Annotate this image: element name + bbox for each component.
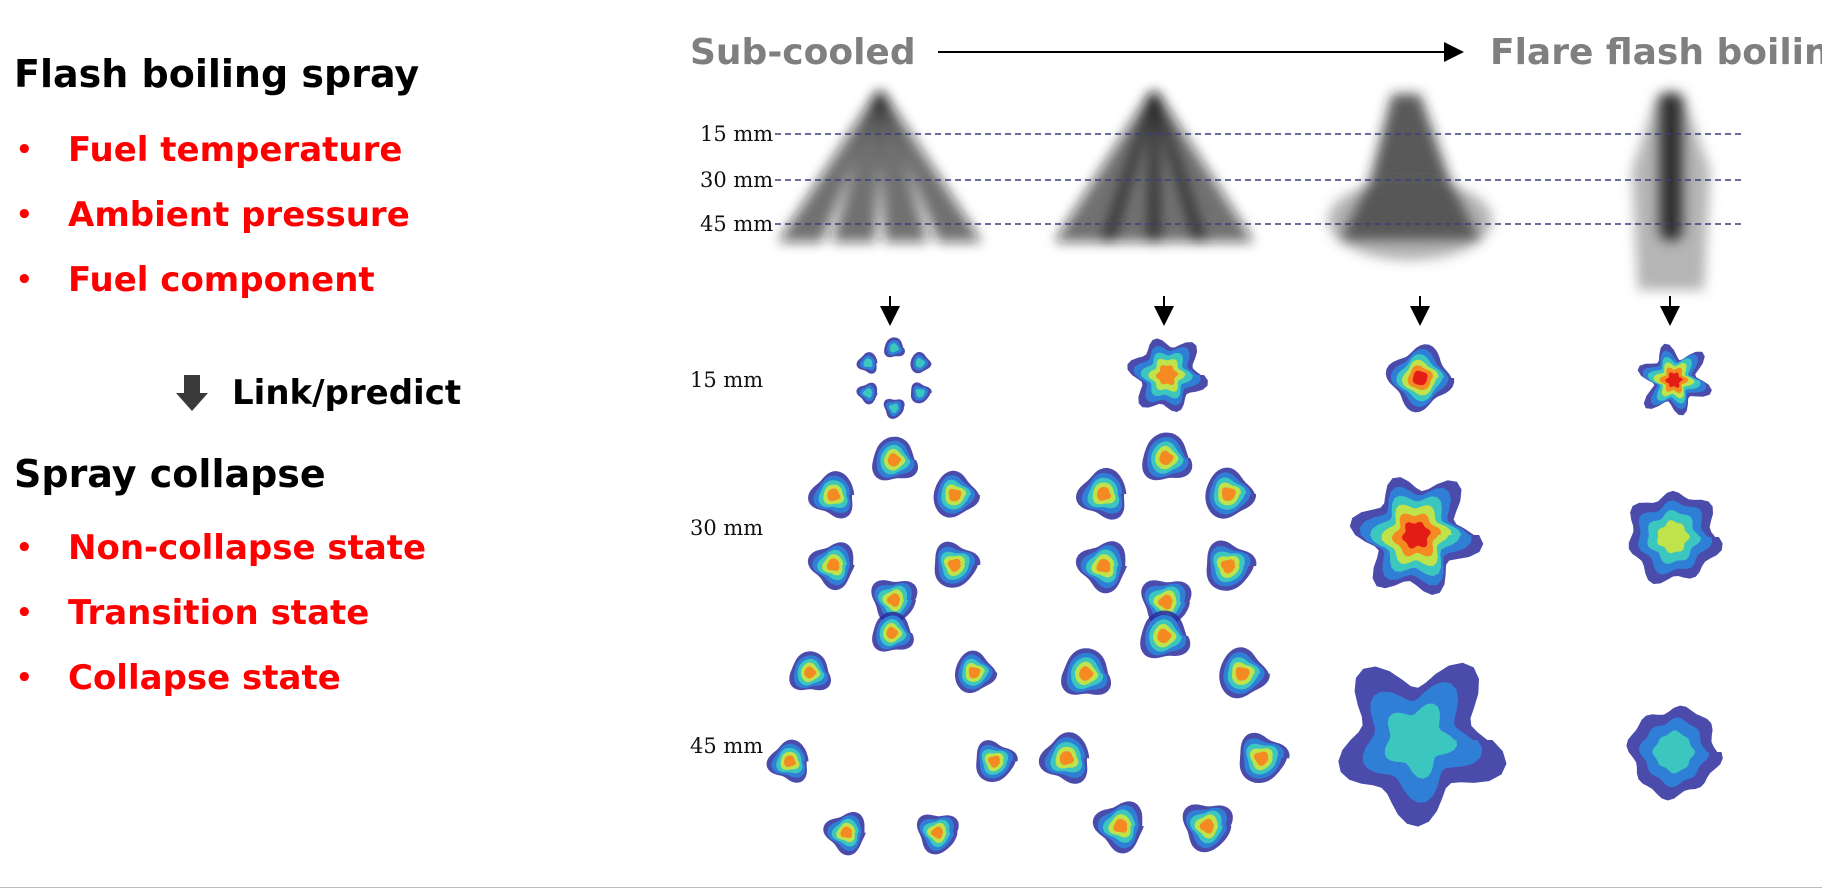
- list-item-label: Transition state: [68, 593, 370, 633]
- figure-title-right: Flare flash boiling: [1490, 32, 1822, 73]
- bottom-divider: [0, 887, 1822, 888]
- list-item-label: Collapse state: [68, 658, 341, 698]
- plume-blob: [1038, 732, 1090, 784]
- plume-blob: [789, 651, 831, 691]
- list-item: • Non-collapse state: [14, 526, 426, 591]
- cross-45mm-col4: [1626, 705, 1723, 801]
- bullet-icon: •: [16, 598, 33, 628]
- list-item: • Fuel component: [14, 258, 410, 323]
- bullet-icon: •: [16, 200, 33, 230]
- plume-blob: [955, 650, 998, 693]
- list-item: • Collapse state: [14, 656, 426, 721]
- spray-figure: Sub-cooled Flare flash boiling 15 mm 30 …: [680, 0, 1822, 890]
- side-label-30mm: 30 mm: [700, 168, 774, 192]
- down-arrows: [880, 296, 1680, 326]
- plume-blob: [872, 436, 919, 481]
- section-heading-flash-boiling: Flash boiling spray: [14, 52, 420, 96]
- list-item: • Fuel temperature: [14, 128, 410, 193]
- bullet-icon: •: [16, 663, 33, 693]
- figure-title-left: Sub-cooled: [690, 32, 916, 73]
- plume-blob: [916, 814, 959, 855]
- cross-30mm-col1: [807, 436, 981, 624]
- left-panel: Flash boiling spray • Fuel temperature •…: [0, 0, 660, 890]
- plume-blob: [976, 740, 1018, 782]
- cross-30mm-col2: [1075, 432, 1257, 629]
- cross-15mm-col2: [1127, 338, 1208, 412]
- plume-blob: [1061, 648, 1112, 695]
- plume-blob: [766, 739, 809, 783]
- plume-blob: [1206, 540, 1257, 591]
- plume-blob: [856, 352, 878, 374]
- plume-blob: [1239, 732, 1290, 783]
- spray-side-transition: [1054, 92, 1254, 242]
- plume-blob: [1142, 432, 1193, 481]
- cross-section-grid: [766, 337, 1723, 856]
- cross-15mm-col1: [856, 337, 932, 419]
- side-view-row: [778, 92, 1710, 290]
- plume-blob: [1219, 647, 1270, 699]
- link-predict-label: Link/predict: [232, 373, 462, 413]
- cross-15mm-col4: [1637, 343, 1712, 416]
- spray-side-flare-flash: [1632, 92, 1710, 290]
- plume-blob: [807, 542, 855, 591]
- plume-blob: [884, 337, 905, 358]
- cross-30mm-col3: [1349, 477, 1484, 595]
- bullet-icon: •: [16, 135, 33, 165]
- list-item-label: Fuel component: [68, 260, 375, 300]
- plume-blob: [856, 382, 878, 405]
- plume-blob: [808, 471, 855, 519]
- plume-blob: [1075, 467, 1127, 520]
- cross-label-15mm: 15 mm: [690, 368, 764, 392]
- flash-boiling-factors-list: • Fuel temperature • Ambient pressure • …: [14, 128, 410, 323]
- plume-blob: [872, 611, 914, 652]
- plume-blob: [1140, 610, 1191, 659]
- list-item: • Ambient pressure: [14, 193, 410, 258]
- plume-blob: [1182, 804, 1233, 853]
- plume-blob: [1075, 541, 1127, 594]
- plume-blob: [1205, 467, 1257, 519]
- bullet-icon: •: [16, 533, 33, 563]
- list-item-label: Non-collapse state: [68, 528, 427, 568]
- side-label-45mm: 45 mm: [700, 212, 774, 236]
- side-label-15mm: 15 mm: [700, 122, 774, 146]
- collapse-states-list: • Non-collapse state • Transition state …: [14, 526, 426, 721]
- plume-blob: [871, 580, 918, 624]
- plume-blob: [823, 812, 866, 856]
- link-predict-row: Link/predict: [174, 368, 461, 418]
- list-item: • Transition state: [14, 591, 426, 656]
- spray-images: [766, 42, 1745, 856]
- distance-guides: [775, 133, 1745, 225]
- cross-45mm-col1: [766, 611, 1018, 856]
- spray-side-subcooled: [778, 92, 982, 242]
- plume-blob: [933, 470, 980, 518]
- spray-side-collapse-onset: [1328, 94, 1492, 260]
- bullet-icon: •: [16, 265, 33, 295]
- cross-45mm-col2: [1038, 610, 1290, 854]
- plume-blob: [910, 382, 932, 404]
- list-item-label: Ambient pressure: [68, 195, 410, 235]
- plume-blob: [910, 352, 932, 374]
- cross-label-30mm: 30 mm: [690, 516, 764, 540]
- plume-blob: [883, 398, 905, 419]
- cross-30mm-col4: [1628, 490, 1723, 584]
- cross-label-45mm: 45 mm: [690, 734, 764, 758]
- list-item-label: Fuel temperature: [68, 130, 403, 170]
- down-arrow-icon: [176, 375, 208, 411]
- plume-blob: [1092, 801, 1144, 854]
- cross-45mm-col3: [1338, 662, 1507, 827]
- section-heading-spray-collapse: Spray collapse: [14, 452, 326, 496]
- cross-15mm-col3: [1385, 344, 1455, 413]
- plume-blob: [934, 541, 981, 588]
